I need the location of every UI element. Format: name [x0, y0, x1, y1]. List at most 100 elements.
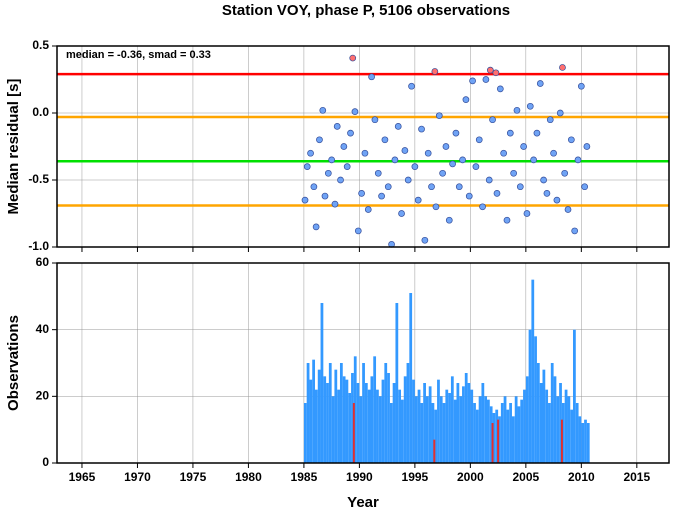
data-point: [449, 160, 456, 168]
x-tick-label: 1985: [291, 470, 318, 484]
bar: [345, 379, 349, 463]
bar: [362, 363, 365, 463]
y-axis-label: Median residual [s]: [5, 79, 22, 215]
data-point: [371, 116, 379, 124]
bar: [506, 409, 510, 463]
bar: [428, 386, 432, 463]
bar: [545, 389, 549, 463]
bar: [423, 383, 426, 463]
y-tick-label: 0: [42, 455, 49, 469]
data-point: [455, 183, 463, 191]
data-point: [556, 109, 564, 117]
data-point: [378, 192, 385, 200]
bar: [462, 386, 465, 463]
bar: [491, 423, 494, 463]
y-tick-label: 40: [36, 322, 50, 336]
data-point: [462, 96, 470, 103]
data-point: [496, 85, 504, 93]
bar: [564, 389, 568, 463]
data-point: [384, 183, 392, 191]
bar: [433, 439, 436, 463]
bar: [525, 376, 529, 463]
bar: [398, 389, 402, 463]
data-point: [530, 156, 537, 164]
bar: [509, 403, 512, 463]
data-point: [401, 147, 409, 154]
bar: [315, 389, 318, 463]
data-point: [465, 192, 473, 200]
bar: [456, 383, 460, 463]
bar: [498, 416, 501, 463]
x-tick-label: 1995: [402, 470, 429, 484]
data-point: [331, 200, 339, 208]
bar: [309, 379, 313, 463]
bar: [511, 416, 515, 463]
x-axis-label: Year: [347, 494, 379, 511]
bar: [342, 376, 346, 463]
bar: [497, 419, 500, 463]
x-tick-label: 1970: [124, 470, 151, 484]
data-point: [583, 143, 591, 150]
data-point: [354, 227, 362, 235]
bar: [417, 389, 421, 463]
data-point: [550, 149, 557, 157]
bar: [381, 379, 385, 463]
data-point: [540, 176, 547, 184]
bar: [348, 393, 352, 463]
x-tick-label: 2015: [623, 470, 650, 484]
annotation: median = -0.36, smad = 0.33: [66, 49, 211, 61]
data-point: [428, 183, 435, 191]
data-point: [445, 216, 453, 224]
data-point: [424, 149, 432, 157]
bar: [467, 383, 471, 463]
data-point: [381, 136, 389, 144]
data-point: [553, 196, 561, 204]
bar: [478, 396, 482, 463]
data-point: [506, 129, 514, 137]
data-point: [486, 66, 494, 74]
bar: [517, 406, 521, 463]
data-point: [347, 129, 354, 137]
data-point: [452, 129, 460, 137]
bar: [550, 363, 554, 463]
bar: [303, 403, 307, 463]
bar: [306, 363, 310, 463]
bar: [359, 396, 363, 463]
y-axis-label: Observations: [5, 315, 22, 411]
plot-frame: [56, 45, 670, 248]
data-point: [394, 123, 402, 130]
bar: [387, 373, 390, 463]
bar: [542, 369, 546, 463]
bar: [495, 409, 499, 463]
bar: [573, 329, 576, 463]
x-tick-label: 1975: [180, 470, 207, 484]
data-point: [398, 210, 405, 217]
bar: [420, 403, 424, 463]
bar: [353, 356, 357, 463]
y-tick-label: 0.5: [32, 38, 49, 52]
bar: [523, 389, 526, 463]
data-point: [526, 102, 534, 110]
bar: [487, 399, 490, 463]
bar: [356, 383, 360, 463]
bar: [352, 403, 355, 463]
data-point: [343, 163, 351, 170]
bar: [586, 423, 590, 463]
bar: [581, 423, 585, 463]
data-point: [411, 163, 419, 170]
bar: [528, 329, 532, 463]
data-point: [571, 227, 579, 235]
data-point: [414, 196, 422, 204]
data-point: [307, 149, 314, 157]
bar: [434, 409, 438, 463]
bar: [392, 383, 396, 463]
data-point: [574, 156, 582, 164]
y-tick-label: 0.0: [32, 105, 49, 119]
bar: [459, 396, 463, 463]
data-point: [303, 163, 311, 170]
y-tick-label: 20: [36, 389, 50, 403]
bar: [475, 409, 479, 463]
data-point: [368, 73, 375, 81]
data-point: [492, 69, 500, 77]
bar: [412, 379, 415, 463]
